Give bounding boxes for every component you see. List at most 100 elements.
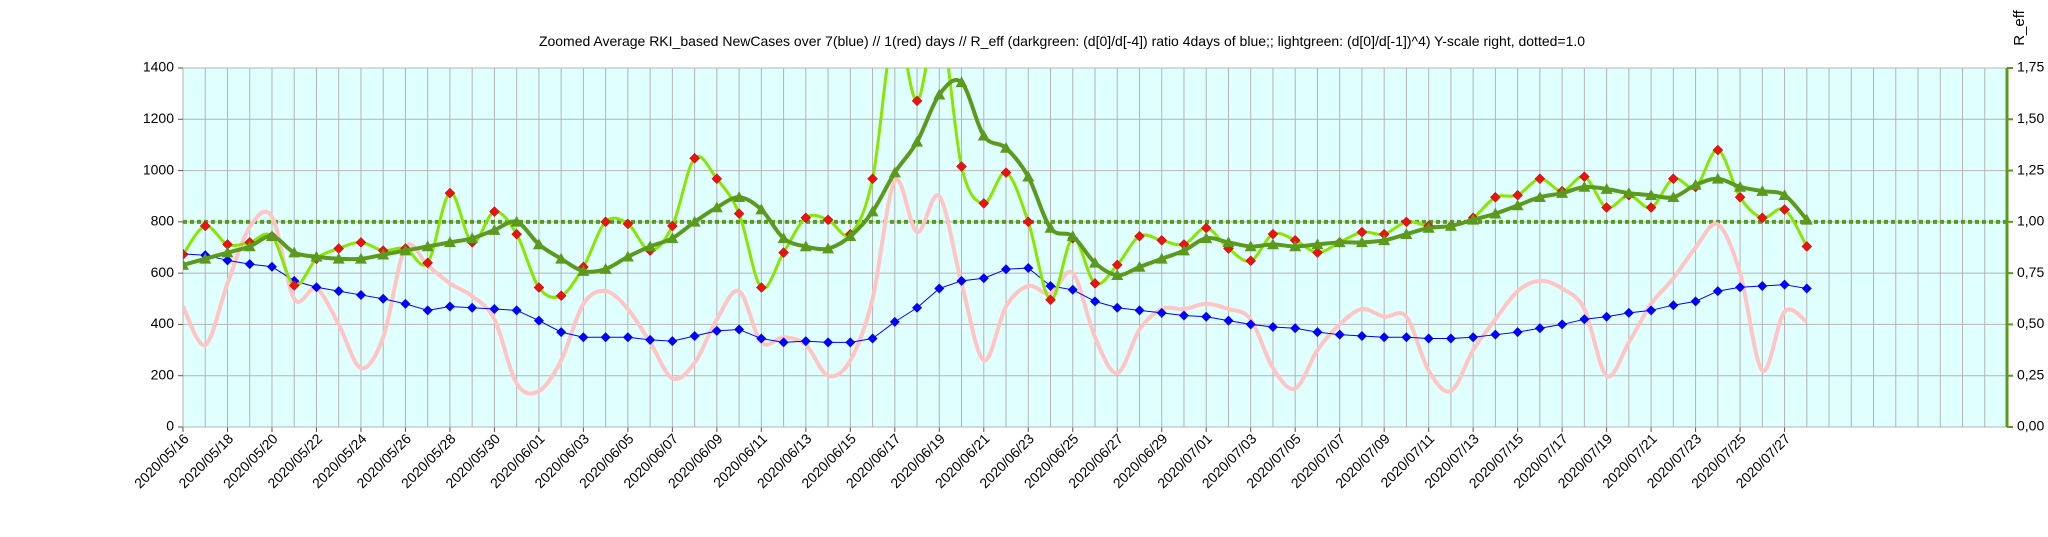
data-point (622, 218, 634, 230)
data-point (890, 22, 900, 32)
data-point (822, 242, 835, 254)
data-point (1534, 323, 1545, 334)
data-point (1401, 332, 1412, 343)
data-point (1067, 284, 1078, 295)
data-point (689, 330, 700, 341)
y2-tick-label: 0,75 (2017, 264, 2044, 280)
data-point (889, 316, 900, 327)
data-point (1155, 252, 1168, 264)
data-point (1646, 305, 1657, 316)
y-tick-label: 800 (151, 213, 175, 229)
data-point (1090, 296, 1100, 307)
data-point (1355, 236, 1368, 248)
data-point (222, 255, 233, 266)
data-point (977, 129, 990, 141)
plot-content (183, 22, 2007, 396)
data-point (1223, 315, 1234, 326)
data-point (1134, 230, 1145, 242)
data-point (1312, 327, 1323, 338)
data-point (822, 214, 834, 226)
y-tick-label: 600 (151, 264, 175, 280)
y2-tick-label: 1,75 (2017, 59, 2044, 75)
data-point (1490, 191, 1501, 203)
data-point (1467, 213, 1480, 225)
data-point (1022, 170, 1035, 182)
data-point (1177, 244, 1190, 256)
data-point (1557, 319, 1568, 330)
data-point (1779, 204, 1790, 215)
data-point (734, 324, 745, 335)
data-point (183, 249, 189, 261)
data-point (733, 208, 745, 220)
data-point (1378, 234, 1391, 246)
data-point (667, 336, 678, 347)
data-point (777, 232, 790, 244)
data-point (778, 247, 789, 258)
y2-tick-label: 0,00 (2017, 418, 2044, 434)
data-point (577, 265, 590, 276)
data-point (1735, 282, 1746, 293)
y2-axis-label: R_eff (2011, 9, 2028, 45)
data-point (1757, 280, 1768, 291)
data-point (244, 259, 255, 270)
data-point (310, 250, 323, 262)
data-point (621, 250, 634, 262)
data-point (1089, 256, 1101, 268)
data-point (221, 246, 234, 258)
y-tick-label: 400 (151, 315, 175, 331)
data-point (199, 252, 212, 264)
data-point (555, 252, 568, 264)
data-point (1534, 173, 1546, 185)
data-point (355, 237, 367, 248)
data-point (823, 337, 834, 348)
data-point (1245, 255, 1257, 267)
data-point (1533, 191, 1546, 203)
data-point (1289, 240, 1302, 252)
y2-tick-label: 0,25 (2017, 366, 2044, 382)
data-point (1667, 173, 1679, 185)
data-point (934, 283, 945, 294)
data-point (1468, 332, 1479, 343)
data-point (489, 304, 500, 315)
data-point (1312, 247, 1323, 258)
data-point (1045, 280, 1056, 291)
data-point (1001, 264, 1012, 275)
data-point (1490, 329, 1501, 340)
data-point (600, 332, 611, 343)
data-point (1290, 323, 1301, 334)
data-point (199, 220, 211, 232)
data-point (799, 240, 812, 252)
data-point (288, 246, 301, 258)
y2-tick-label: 1,50 (2017, 110, 2044, 126)
data-point (1645, 202, 1657, 213)
data-point (666, 232, 679, 244)
data-point (1801, 241, 1813, 252)
data-point (1201, 311, 1212, 322)
data-point (332, 252, 345, 264)
data-point (467, 302, 478, 313)
data-point (444, 187, 456, 199)
data-point (1044, 222, 1057, 233)
data-point (1800, 213, 1813, 225)
data-point (355, 289, 366, 300)
data-point (1311, 238, 1324, 250)
data-point (978, 198, 990, 209)
data-point (1089, 278, 1101, 289)
data-point (755, 282, 767, 293)
data-point (888, 166, 901, 178)
data-point (956, 275, 967, 286)
data-point (689, 152, 700, 164)
data-point (1066, 230, 1079, 242)
y2-tick-label: 0,50 (2017, 315, 2044, 331)
data-point (1623, 307, 1634, 318)
data-point (1668, 300, 1679, 311)
data-point (644, 240, 657, 252)
data-point (1601, 202, 1612, 213)
data-point (911, 135, 924, 147)
data-point (533, 282, 545, 293)
y-tick-label: 1000 (143, 161, 174, 177)
data-point (1690, 296, 1701, 307)
data-point (400, 298, 411, 309)
y-tick-label: 200 (151, 366, 175, 382)
